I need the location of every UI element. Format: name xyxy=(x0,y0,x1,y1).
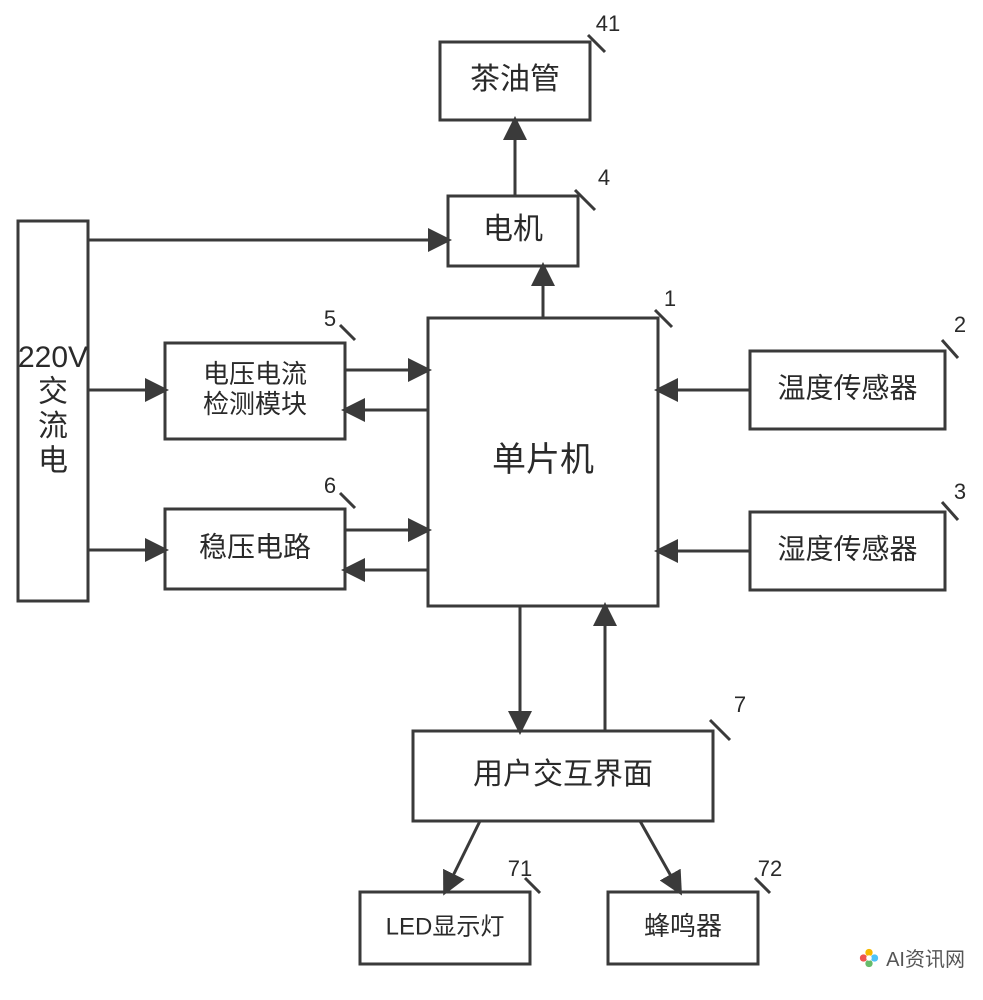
leader-line xyxy=(340,325,355,340)
node-ui: 用户交互界面 7 xyxy=(413,692,746,821)
node-temp: 温度传感器 2 xyxy=(750,312,966,429)
node-label: 温度传感器 xyxy=(777,372,917,403)
block-diagram: 220V交流电 茶油管 41 电机 4 电压电流检测模块 5 稳压电路 6 单片机 1 温度传感器 2 湿… xyxy=(0,0,983,1000)
node-number: 6 xyxy=(324,473,336,498)
node-number: 1 xyxy=(664,286,676,311)
node-number: 71 xyxy=(508,856,532,881)
node-humid: 湿度传感器 3 xyxy=(750,479,966,590)
node-vimod: 电压电流检测模块 5 xyxy=(165,306,345,439)
node-mcu: 单片机 1 xyxy=(428,286,676,606)
node-number: 41 xyxy=(596,11,620,36)
node-label: 电机 xyxy=(483,213,543,246)
node-label: 交 xyxy=(38,376,68,409)
flower-icon xyxy=(858,947,880,969)
node-label: 稳压电路 xyxy=(199,531,311,562)
node-number: 72 xyxy=(758,856,782,881)
watermark: AI资讯网 xyxy=(858,943,965,972)
node-number: 5 xyxy=(324,306,336,331)
node-label: 单片机 xyxy=(492,441,594,479)
node-label: 蜂鸣器 xyxy=(644,911,722,941)
node-number: 4 xyxy=(598,165,610,190)
node-number: 2 xyxy=(954,312,966,337)
node-vreg: 稳压电路 6 xyxy=(165,473,345,589)
node-label: 流 xyxy=(38,410,68,443)
node-motor: 电机 4 xyxy=(448,165,610,266)
edge-arrow xyxy=(445,821,480,892)
node-ac220: 220V交流电 xyxy=(18,221,88,601)
node-number: 3 xyxy=(954,479,966,504)
node-label: 茶油管 xyxy=(470,63,560,96)
leader-line xyxy=(340,493,355,508)
node-label: 电压电流 xyxy=(203,359,307,389)
nodes-group: 220V交流电 茶油管 41 电机 4 电压电流检测模块 5 稳压电路 6 单片机 1 温度传感器 2 湿… xyxy=(18,11,966,964)
node-label: 用户交互界面 xyxy=(473,758,653,791)
node-oil: 茶油管 41 xyxy=(440,11,620,120)
watermark-text: AI资讯网 xyxy=(886,943,965,972)
node-label: 湿度传感器 xyxy=(777,533,917,564)
node-buzz: 蜂鸣器 72 xyxy=(608,856,782,964)
edge-arrow xyxy=(640,821,680,892)
node-label: 检测模块 xyxy=(203,389,307,419)
node-label: 220V xyxy=(18,341,88,374)
node-number: 7 xyxy=(734,692,746,717)
node-led: LED显示灯 71 xyxy=(360,856,532,964)
node-label: 电 xyxy=(38,445,68,478)
node-label: LED显示灯 xyxy=(386,913,505,940)
